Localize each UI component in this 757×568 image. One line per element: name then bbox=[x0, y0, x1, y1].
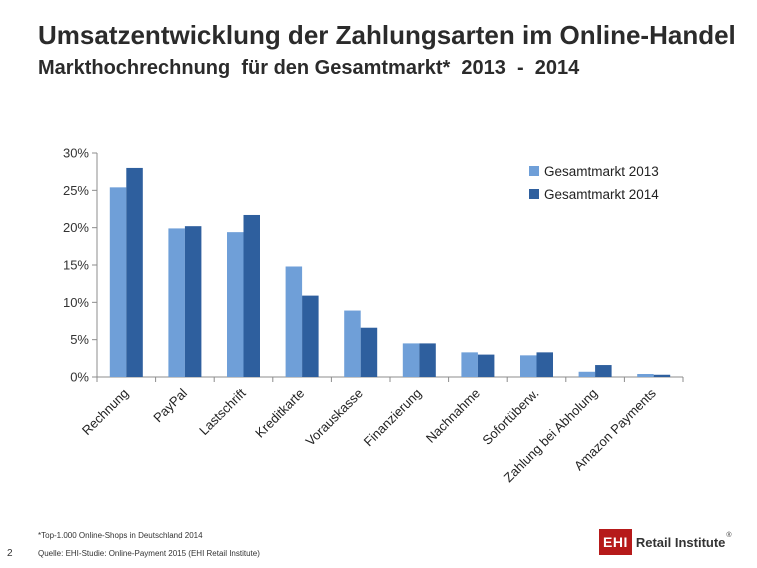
y-tick-label: 15% bbox=[63, 258, 89, 273]
bar-2013 bbox=[461, 352, 478, 377]
bar-2013 bbox=[344, 310, 361, 377]
ehi-logo: EHI Retail Institute ® bbox=[599, 528, 732, 556]
bar-2013 bbox=[168, 228, 185, 377]
x-category-label: Sofortüberw. bbox=[479, 386, 541, 448]
bar-2013 bbox=[227, 232, 244, 377]
legend-label: Gesamtmarkt 2014 bbox=[544, 187, 659, 202]
bar-2014 bbox=[653, 374, 671, 377]
chart-title: Umsatzentwicklung der Zahlungsarten im O… bbox=[38, 20, 736, 50]
bar-2014 bbox=[184, 226, 202, 377]
bar-2014 bbox=[536, 352, 553, 377]
source-note: Quelle: EHI-Studie: Online-Payment 2015 … bbox=[38, 549, 260, 558]
x-category-label: Lastschrift bbox=[196, 385, 249, 438]
y-tick-label: 5% bbox=[70, 332, 89, 347]
chart-subtitle: Markthochrechnung für den Gesamtmarkt* 2… bbox=[38, 57, 580, 79]
y-tick-label: 20% bbox=[63, 220, 89, 235]
bar-chart: 0% 5% 10% 15% 20% 25% 30% Rechnung PayPal Lastsch… bbox=[63, 146, 684, 485]
page-number: 2 bbox=[7, 548, 13, 559]
logo-text: Retail Institute bbox=[635, 534, 726, 550]
x-category-label: Kreditkarte bbox=[252, 386, 307, 441]
bar-2014 bbox=[243, 214, 260, 377]
bar-2014 bbox=[419, 343, 436, 377]
y-tick-label: 0% bbox=[70, 370, 89, 385]
legend-swatch bbox=[529, 189, 539, 199]
bar-2013 bbox=[578, 371, 596, 377]
bar-2014 bbox=[477, 354, 495, 377]
y-tick-label: 10% bbox=[63, 295, 89, 310]
logo-registered: ® bbox=[726, 531, 732, 539]
bar-2013 bbox=[285, 266, 303, 377]
bar-2013 bbox=[402, 343, 420, 377]
logo-mark: EHI bbox=[599, 529, 632, 555]
bar-2014 bbox=[302, 295, 319, 377]
bar-2014 bbox=[595, 365, 612, 377]
bar-2014 bbox=[126, 167, 143, 377]
x-category-label: Finanzierung bbox=[361, 386, 425, 450]
x-category-label: Rechnung bbox=[79, 386, 132, 439]
legend-swatch bbox=[529, 166, 539, 176]
bar-2013 bbox=[520, 355, 537, 377]
legend-label: Gesamtmarkt 2013 bbox=[544, 164, 659, 179]
x-category-label: PayPal bbox=[150, 385, 190, 425]
bar-2014 bbox=[360, 327, 378, 377]
bar-2013 bbox=[109, 187, 127, 377]
y-tick-label: 30% bbox=[63, 146, 89, 161]
y-tick-label: 25% bbox=[63, 183, 89, 198]
footnote: *Top-1.000 Online-Shops in Deutschland 2… bbox=[38, 531, 203, 540]
x-category-label: Vorauskasse bbox=[303, 386, 366, 449]
bar-2013 bbox=[637, 374, 654, 377]
x-category-label: Nachnahme bbox=[423, 386, 483, 446]
